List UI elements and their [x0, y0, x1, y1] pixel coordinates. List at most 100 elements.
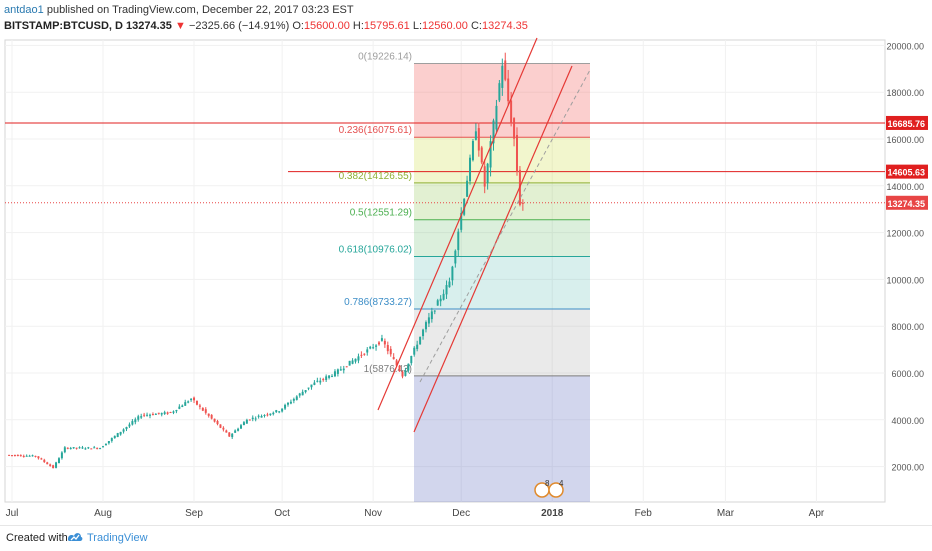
candle-body [348, 360, 351, 366]
candle-body [504, 60, 507, 80]
candle-body [289, 401, 292, 404]
tradingview-brand[interactable]: TradingView [87, 532, 148, 544]
candle-body [281, 408, 284, 412]
candle-body [43, 459, 46, 463]
candle-body [383, 340, 386, 345]
candle-body [16, 455, 19, 457]
low-label: L: [412, 20, 423, 32]
close-value: 13274.35 [481, 20, 528, 32]
candle-body [55, 462, 58, 468]
candle-body [295, 396, 298, 400]
candle-body [81, 447, 84, 449]
x-tick-label: Oct [274, 508, 290, 519]
candle-body [175, 410, 178, 412]
candle-body [228, 432, 231, 437]
price-label-badge [886, 164, 928, 179]
fib-level-label: 0.236(16075.61) [339, 125, 412, 136]
candle-body [378, 342, 380, 345]
footer: Created with TradingView [0, 525, 932, 551]
candle-body [222, 427, 225, 430]
candle-body [313, 382, 316, 385]
candle-body [22, 455, 25, 457]
event-count: 4 [559, 479, 564, 488]
candle-body [436, 300, 439, 306]
candle-body [272, 412, 275, 415]
created-with-text: Created with [6, 532, 68, 544]
candle-body [251, 417, 254, 420]
candle-body [66, 447, 69, 449]
y-tick-label: 12000.00 [886, 229, 924, 239]
x-tick-label: Mar [717, 508, 735, 519]
candle-body [331, 375, 334, 377]
candle-body [137, 416, 140, 420]
candle-body [99, 448, 102, 450]
candle-body [463, 198, 466, 215]
candle-body [325, 376, 328, 380]
candle-body [319, 380, 322, 383]
price-change: −2325.66 (−14.91%) [188, 20, 290, 32]
candle-body [143, 414, 146, 416]
price-chart[interactable]: 0(19226.14) 0.236(16075.61) 0.382(14126.55… [0, 0, 932, 525]
candle-body [75, 447, 78, 449]
candle-body [107, 441, 110, 444]
candle-body [513, 118, 516, 139]
candle-body [240, 425, 243, 429]
candle-body [146, 414, 149, 416]
x-tick-label: Nov [364, 508, 382, 519]
x-tick-label: Jul [6, 508, 19, 519]
candle-body [439, 298, 442, 302]
candle-body [278, 411, 281, 413]
publish-info: published on TradingView.com, December 2… [46, 4, 354, 16]
price-label-text: 13274.35 [887, 199, 925, 209]
candle-body [193, 397, 196, 401]
candle-body [19, 455, 22, 457]
candle-body [489, 141, 492, 168]
down-arrow-icon: ▼ [174, 20, 186, 32]
candle-body [184, 402, 187, 406]
candle-body [360, 354, 363, 356]
author-link[interactable]: antdao1 [4, 4, 44, 16]
candle-body [263, 415, 266, 417]
candle-body [163, 412, 166, 414]
candle-body [401, 371, 404, 377]
chart-header: antdao1 published on TradingView.com, De… [0, 0, 932, 36]
y-tick-label: 10000.00 [886, 275, 924, 285]
candle-body [134, 419, 137, 423]
channel-upper-line [377, 37, 538, 411]
candle-body [131, 421, 134, 425]
candle-body [416, 344, 419, 350]
candle-body [28, 455, 31, 457]
candle-body [11, 455, 13, 457]
candle-body [8, 454, 11, 456]
candle-body [448, 281, 451, 288]
candle-body [234, 430, 237, 433]
y-tick-label: 2000.00 [891, 463, 924, 473]
x-tick-label: Feb [635, 508, 653, 519]
plot-area [4, 39, 886, 503]
candle-body [301, 391, 304, 396]
candle-body [457, 231, 460, 251]
candle-body [477, 128, 480, 151]
candle-body [31, 455, 34, 457]
candle-body [375, 345, 378, 347]
candle-body [13, 455, 16, 457]
fib-zone-extension [414, 375, 590, 502]
candle-body [275, 410, 278, 413]
candle-body [392, 357, 395, 360]
candle-body [90, 448, 93, 450]
candle-body [125, 426, 128, 430]
candle-body [333, 371, 336, 377]
candle-body [248, 419, 251, 421]
candle-body [357, 356, 360, 361]
candle-body [407, 363, 410, 371]
symbol-label[interactable]: BITSTAMP:BTCUSD, D [4, 20, 123, 32]
candle-body [410, 355, 413, 364]
candle-body [151, 414, 154, 416]
x-tick-label: 2018 [541, 508, 564, 519]
candle-body [307, 387, 310, 389]
candle-body [460, 212, 463, 230]
candle-body [178, 406, 181, 409]
candle-body [398, 365, 401, 372]
candle-body [46, 462, 49, 465]
candle-body [63, 447, 66, 453]
